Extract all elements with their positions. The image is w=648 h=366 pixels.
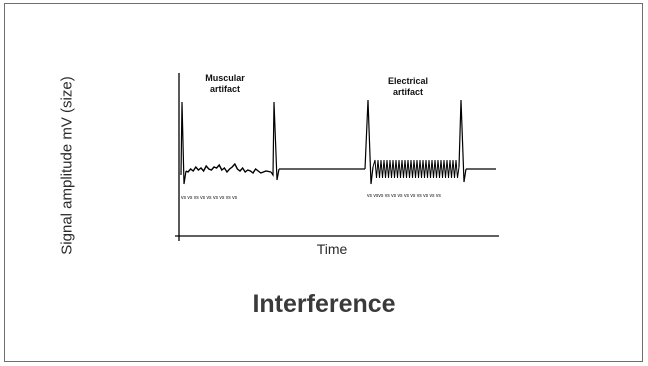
- spike: [458, 99, 467, 183]
- x-axis-label: Time: [316, 241, 348, 257]
- slide-frame: [4, 3, 643, 362]
- spike: [180, 101, 187, 185]
- spike: [270, 101, 280, 181]
- vs-markers-electrical: vs vsvs vs vs vs vs vs vs vs vs vs: [367, 193, 441, 199]
- y-axis-label: Signal amplitude mV (size): [58, 76, 76, 255]
- electrical-artifact-noise: [372, 159, 460, 179]
- slide-title: Interference: [252, 290, 396, 318]
- annotation-electrical-artifact: Electrical artifact: [387, 76, 429, 97]
- ecg-trace: [180, 99, 496, 185]
- muscular-artifact-noise: [185, 162, 272, 175]
- annotation-muscular-artifact: Muscular artifact: [205, 73, 245, 94]
- vs-markers-muscular: vs vs vs vs vs vs vs vs vs: [181, 195, 238, 201]
- spike: [364, 99, 374, 185]
